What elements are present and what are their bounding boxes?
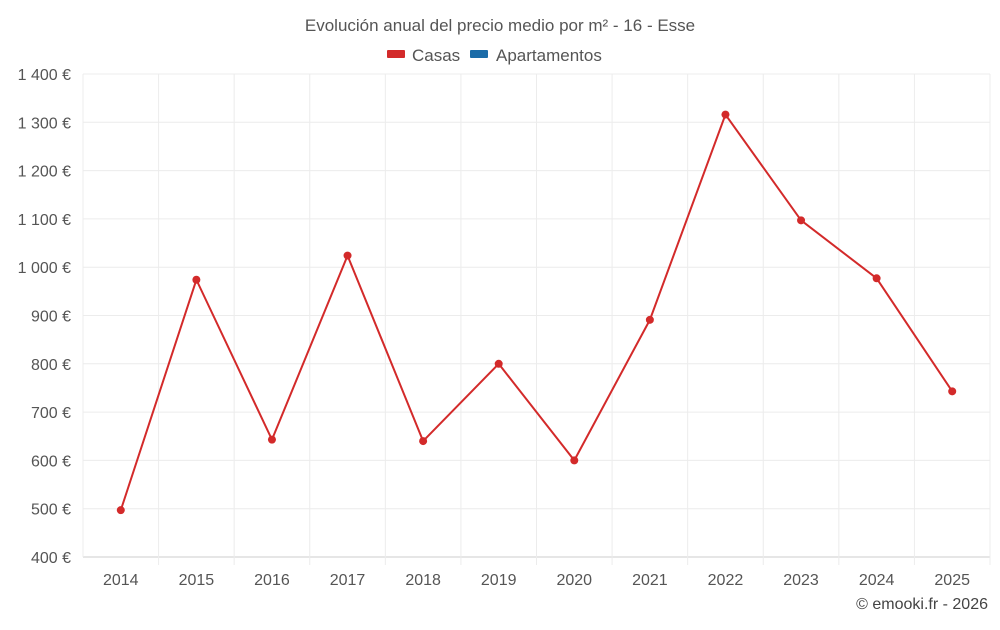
x-tick-label: 2015 (179, 572, 215, 589)
x-tick-label: 2023 (783, 572, 819, 589)
legend: Casas Apartamentos (387, 46, 602, 65)
data-point[interactable] (872, 274, 881, 283)
legend-item-apartamentos[interactable]: Apartamentos (470, 46, 602, 65)
y-tick-label: 700 € (31, 405, 71, 422)
y-tick-label: 600 € (31, 453, 71, 470)
y-tick-label: 1 200 € (18, 164, 71, 181)
y-tick-label: 900 € (31, 309, 71, 326)
series-casas (116, 110, 957, 515)
x-tick-label: 2014 (103, 572, 139, 589)
data-point[interactable] (570, 456, 579, 465)
legend-label-apartamentos: Apartamentos (496, 46, 602, 65)
y-axis-ticks: 400 € 500 € 600 € 700 € 800 € 900 € 1 000 € 1 1… (18, 67, 71, 567)
data-point[interactable] (797, 216, 806, 225)
data-point[interactable] (494, 359, 503, 368)
y-tick-label: 1 400 € (18, 67, 71, 84)
x-tick-label: 2024 (859, 572, 895, 589)
series-line (119, 113, 954, 511)
x-tick-label: 2020 (556, 572, 592, 589)
y-tick-label: 1 300 € (18, 115, 71, 132)
grid-lines (82, 73, 991, 565)
credit-text: © emooki.fr - 2026 (856, 596, 988, 613)
x-tick-label: 2022 (708, 572, 744, 589)
legend-item-casas[interactable]: Casas (387, 46, 460, 65)
data-point[interactable] (645, 315, 654, 324)
x-axis-ticks: 2014 2015 2016 2017 2018 2019 2020 2021 2022 2023… (103, 572, 970, 589)
x-tick-label: 2018 (405, 572, 441, 589)
x-tick-label: 2021 (632, 572, 668, 589)
x-tick-label: 2016 (254, 572, 290, 589)
x-tick-label: 2019 (481, 572, 517, 589)
data-point[interactable] (948, 387, 957, 396)
legend-swatch-casas (387, 50, 405, 58)
x-tick-label: 2017 (330, 572, 366, 589)
y-tick-label: 1 100 € (18, 212, 71, 229)
data-point[interactable] (419, 437, 428, 446)
legend-swatch-apartamentos (470, 50, 488, 58)
y-tick-label: 400 € (31, 550, 71, 567)
data-point[interactable] (343, 251, 352, 260)
data-point[interactable] (267, 435, 276, 444)
y-tick-label: 1 000 € (18, 260, 71, 277)
legend-label-casas: Casas (412, 46, 460, 65)
data-point[interactable] (192, 275, 201, 284)
y-tick-label: 800 € (31, 357, 71, 374)
chart-title: Evolución anual del precio medio por m² … (305, 16, 695, 35)
data-point[interactable] (116, 506, 125, 515)
data-point[interactable] (721, 110, 730, 119)
y-tick-label: 500 € (31, 502, 71, 519)
x-tick-label: 2025 (934, 572, 970, 589)
